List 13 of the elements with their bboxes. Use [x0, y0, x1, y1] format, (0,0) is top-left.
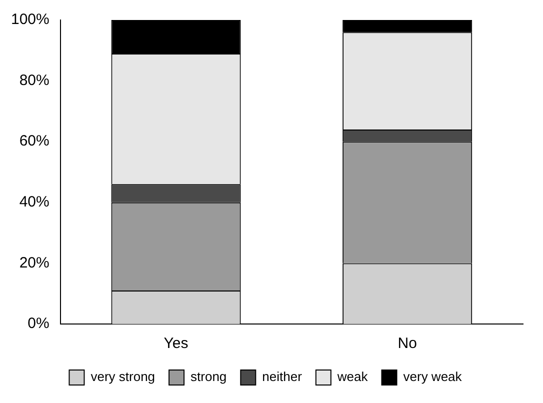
legend-label: very weak — [403, 369, 462, 384]
legend-label: neither — [262, 369, 303, 384]
y-tick-label: 0% — [28, 315, 50, 332]
y-tick-label: 80% — [19, 72, 50, 89]
y-tick-label: 20% — [19, 254, 50, 272]
legend-label: weak — [336, 369, 368, 384]
y-tick-label: 100% — [10, 11, 50, 28]
x-tick-label: Yes — [164, 335, 188, 352]
legend-label: strong — [190, 369, 227, 384]
y-tick-label: 60% — [19, 132, 50, 150]
y-tick-label: 40% — [19, 194, 50, 211]
x-tick-label: No — [398, 335, 417, 352]
legend-label: very strong — [90, 369, 156, 384]
